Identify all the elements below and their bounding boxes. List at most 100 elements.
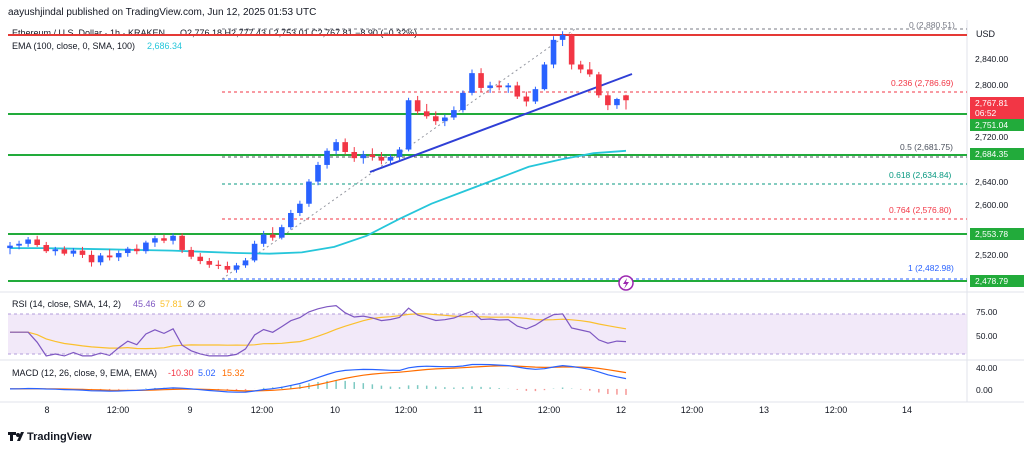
candle-body bbox=[16, 243, 22, 246]
candle bbox=[179, 233, 185, 254]
time-tick: 12:00 bbox=[538, 405, 561, 415]
macd-line-value: 5.02 bbox=[198, 368, 216, 378]
candle bbox=[532, 86, 539, 104]
candle bbox=[152, 235, 158, 247]
rsi-line bbox=[10, 304, 627, 357]
candle-body bbox=[52, 249, 59, 252]
candle bbox=[7, 241, 13, 255]
price-tick: 2,640.00 bbox=[975, 177, 1008, 187]
candle-body bbox=[496, 85, 502, 88]
price-tick: 2,800.00 bbox=[975, 80, 1008, 90]
tag-value: 2,478.79 bbox=[975, 276, 1008, 286]
candle-body bbox=[97, 255, 104, 263]
candle bbox=[559, 31, 566, 47]
candle-body bbox=[469, 73, 475, 93]
candle bbox=[206, 257, 213, 268]
candle bbox=[170, 233, 176, 245]
candle bbox=[396, 147, 403, 161]
time-tick: 12:00 bbox=[251, 405, 274, 415]
rsi-sma-line bbox=[10, 313, 627, 350]
time-tick: 12:00 bbox=[395, 405, 418, 415]
rsi-tick: 75.00 bbox=[976, 307, 998, 317]
candle-body bbox=[387, 156, 394, 161]
candle-body bbox=[605, 95, 611, 106]
time-tick: 12:00 bbox=[107, 405, 130, 415]
candle-body bbox=[106, 255, 113, 258]
candle bbox=[134, 244, 140, 255]
candle bbox=[16, 240, 22, 250]
candle bbox=[34, 235, 40, 247]
ema-label: EMA (100, close, 0, SMA, 100) bbox=[12, 41, 135, 51]
candle bbox=[405, 97, 412, 152]
candle-body bbox=[559, 34, 566, 40]
candle bbox=[52, 246, 59, 256]
candle bbox=[224, 261, 231, 273]
candle bbox=[297, 200, 303, 217]
candle bbox=[541, 62, 548, 91]
candle-body bbox=[297, 203, 303, 213]
candle-body bbox=[523, 96, 530, 102]
candle-body bbox=[586, 69, 593, 75]
fib-label-0618: 0.618 (2,634.84) bbox=[889, 170, 952, 180]
candle-body bbox=[532, 89, 539, 102]
time-axis[interactable]: 8 12:00 9 12:00 10 12:00 11 12:00 12 12:00 13 12:00… bbox=[44, 405, 912, 415]
price-tag-current: 2,767.81 06:52 bbox=[970, 97, 1024, 119]
candle-body bbox=[432, 116, 439, 122]
candle bbox=[442, 114, 448, 127]
candle bbox=[188, 246, 194, 260]
symbol-title: Ethereum / U.S. Dollar · 1h · KRAKEN bbox=[12, 28, 165, 38]
candle bbox=[596, 71, 602, 98]
price-tag-support: 2,553.78 bbox=[970, 228, 1024, 240]
candle-body bbox=[360, 154, 367, 159]
candle-body bbox=[79, 250, 86, 255]
ema-value: 2,686.34 bbox=[147, 41, 182, 51]
candle bbox=[423, 103, 430, 119]
lightning-icon bbox=[623, 278, 629, 289]
candle-body bbox=[61, 249, 68, 254]
candle-body bbox=[378, 156, 385, 161]
candle-body bbox=[460, 92, 466, 111]
candle-body bbox=[623, 95, 629, 101]
candle bbox=[614, 97, 620, 109]
fib-label-0764: 0.764 (2,576.80) bbox=[889, 205, 952, 215]
candle bbox=[550, 36, 557, 69]
candle-body bbox=[260, 234, 267, 244]
candle bbox=[351, 147, 358, 162]
candle-body bbox=[7, 245, 13, 249]
candle bbox=[523, 91, 530, 107]
candle-body bbox=[614, 99, 620, 106]
candle-body bbox=[188, 249, 194, 257]
macd-label: MACD (12, 26, close, 9, EMA, EMA) bbox=[12, 368, 157, 378]
candle-body bbox=[315, 164, 321, 182]
rsi-extra-value: ∅ bbox=[198, 299, 206, 309]
candle bbox=[233, 262, 240, 273]
ema-line bbox=[10, 149, 627, 255]
candle bbox=[378, 151, 385, 165]
price-tick: 2,720.00 bbox=[975, 132, 1008, 142]
brand-name: TradingView bbox=[27, 431, 92, 443]
price-tag-support: 2,684.35 bbox=[970, 148, 1024, 160]
candle bbox=[88, 250, 95, 267]
macd-tick: 0.00 bbox=[976, 385, 993, 395]
currency-label: USD bbox=[976, 29, 996, 39]
price-tag-support: 2,751.04 bbox=[970, 119, 1024, 131]
candle-body bbox=[505, 85, 512, 88]
candle bbox=[260, 230, 267, 247]
time-tick: 9 bbox=[187, 405, 192, 415]
fib-label-0: 0 (2,880.51) bbox=[909, 20, 955, 30]
ohlc-values: O2,776.18 H2,777.43 L2,753.01 C2,767.81 … bbox=[180, 28, 417, 38]
macd-hist-value: -10.30 bbox=[168, 368, 194, 378]
time-tick: 12:00 bbox=[681, 405, 704, 415]
candle bbox=[432, 111, 439, 125]
candle bbox=[460, 90, 466, 113]
bullish-trend-line[interactable] bbox=[369, 73, 633, 173]
candle bbox=[342, 138, 348, 155]
time-tick: 8 bbox=[44, 405, 49, 415]
candle bbox=[577, 60, 584, 74]
candle bbox=[324, 148, 330, 169]
candle bbox=[414, 95, 421, 115]
candle-body bbox=[242, 260, 249, 266]
candle bbox=[161, 234, 167, 244]
time-tick: 13 bbox=[759, 405, 769, 415]
